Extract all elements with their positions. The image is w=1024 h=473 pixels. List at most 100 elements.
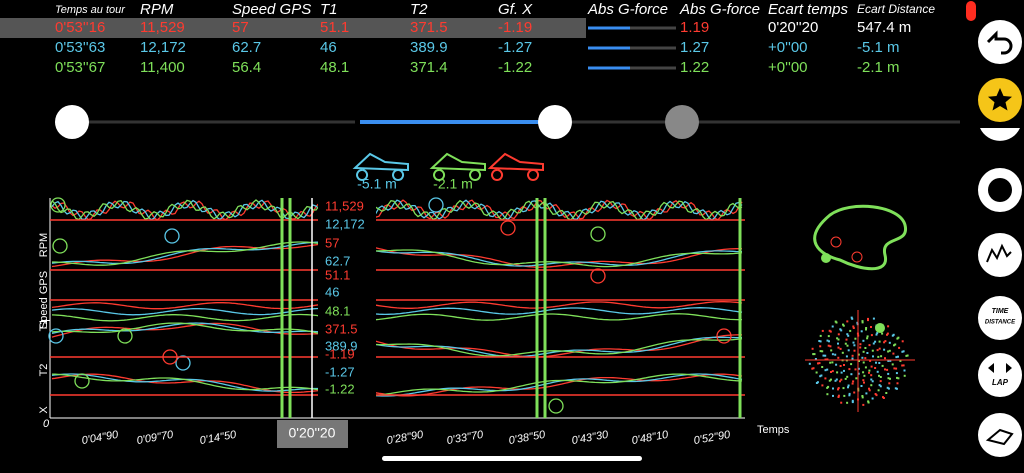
- cursor-value: 48.1: [325, 303, 350, 318]
- g-point: [878, 374, 880, 377]
- table-cell: 0'53''16: [55, 19, 105, 36]
- g-point: [837, 394, 840, 397]
- g-point: [846, 375, 849, 378]
- slider-handle[interactable]: [538, 105, 572, 139]
- g-point: [877, 355, 880, 358]
- g-point: [824, 354, 827, 357]
- g-point: [872, 342, 875, 345]
- table-cell: +0''00: [768, 39, 808, 56]
- g-point: [832, 387, 834, 390]
- axis-label: T2: [38, 364, 50, 377]
- g-point: [847, 349, 850, 352]
- g-point: [891, 363, 894, 366]
- g-point: [865, 328, 867, 331]
- g-point: [828, 329, 831, 332]
- g-point: [852, 327, 855, 329]
- g-point: [879, 385, 882, 388]
- g-point: [844, 342, 847, 345]
- track-map: [813, 204, 907, 271]
- g-point: [877, 389, 880, 392]
- g-point: [837, 338, 840, 341]
- kart-icon: [487, 152, 544, 181]
- settings-button[interactable]: [978, 413, 1022, 457]
- g-point: [899, 359, 902, 362]
- g-point: [808, 362, 811, 365]
- time-distance-button[interactable]: [978, 296, 1022, 340]
- g-point: [906, 354, 909, 357]
- kart-gap: -5.1 m: [357, 176, 397, 192]
- g-point: [902, 364, 905, 367]
- table-cell: 11,400: [140, 59, 185, 76]
- table-cell: -1.19: [498, 19, 532, 36]
- g-point: [866, 335, 869, 338]
- lap-button[interactable]: [978, 353, 1022, 397]
- g-point: [864, 357, 867, 360]
- g-point: [848, 394, 851, 397]
- kart-icon: [352, 152, 409, 181]
- lap-icon: [988, 363, 1012, 373]
- cursor-value: 51.1: [325, 267, 350, 282]
- g-point: [824, 369, 827, 372]
- settings-icon: [985, 428, 1014, 446]
- g-point: [817, 362, 819, 365]
- g-point: [878, 362, 881, 364]
- cursor-value: 12,172: [325, 216, 365, 231]
- event-marker: [48, 328, 64, 344]
- g-point: [818, 362, 821, 365]
- g-point: [813, 353, 816, 356]
- table-cell: -2.1 m: [857, 59, 900, 76]
- g-point: [870, 365, 873, 368]
- cursor-value: -1.27: [325, 364, 355, 379]
- g-point: [850, 363, 853, 366]
- g-point: [843, 369, 845, 372]
- g-point: [864, 366, 867, 369]
- slider-handle[interactable]: [665, 105, 699, 139]
- g-point: [867, 319, 869, 322]
- g-point: [905, 354, 908, 357]
- back-icon: [986, 30, 1013, 55]
- g-point: [897, 336, 900, 339]
- g-point: [829, 361, 832, 364]
- g-point: [870, 384, 873, 387]
- event-marker: [74, 373, 90, 389]
- g-point: [884, 368, 886, 371]
- g-point: [871, 380, 874, 383]
- event-marker: [500, 220, 516, 236]
- track-position: [821, 253, 831, 263]
- g-point: [897, 355, 899, 358]
- g-point: [854, 337, 857, 340]
- g-point: [819, 340, 822, 343]
- record-indicator: [966, 1, 976, 21]
- track-position: [851, 251, 863, 263]
- g-point: [840, 329, 843, 332]
- g-point: [902, 350, 905, 353]
- g-point: [851, 399, 854, 402]
- g-point: [811, 347, 814, 350]
- g-point: [867, 317, 869, 320]
- graph-button[interactable]: [978, 233, 1022, 277]
- g-point: [868, 371, 870, 374]
- g-point: [887, 372, 890, 375]
- g-point: [837, 388, 839, 391]
- event-marker: [590, 226, 606, 242]
- g-point: [851, 354, 854, 357]
- trace: [51, 313, 743, 322]
- g-point: [886, 333, 888, 336]
- g-point: [851, 357, 854, 360]
- g-point: [886, 386, 889, 389]
- table-cell: -1.22: [498, 59, 532, 76]
- g-point: [875, 361, 877, 364]
- g-point: [887, 325, 890, 328]
- table-cell: -5.1 m: [857, 39, 900, 56]
- g-point: [868, 389, 871, 392]
- g-point: [901, 340, 904, 343]
- g-point: [878, 340, 881, 343]
- hidden-button[interactable]: [980, 128, 1020, 141]
- home-indicator[interactable]: [382, 456, 642, 461]
- g-point: [857, 353, 860, 356]
- table-cell: 1.27: [680, 39, 709, 56]
- back-button[interactable]: [978, 20, 1022, 64]
- g-point: [871, 397, 874, 400]
- slider-handle[interactable]: [55, 105, 89, 139]
- data-table: Temps au tour RPM Speed GPS T1 T2 Gf. X Abs G-…: [55, 1, 935, 76]
